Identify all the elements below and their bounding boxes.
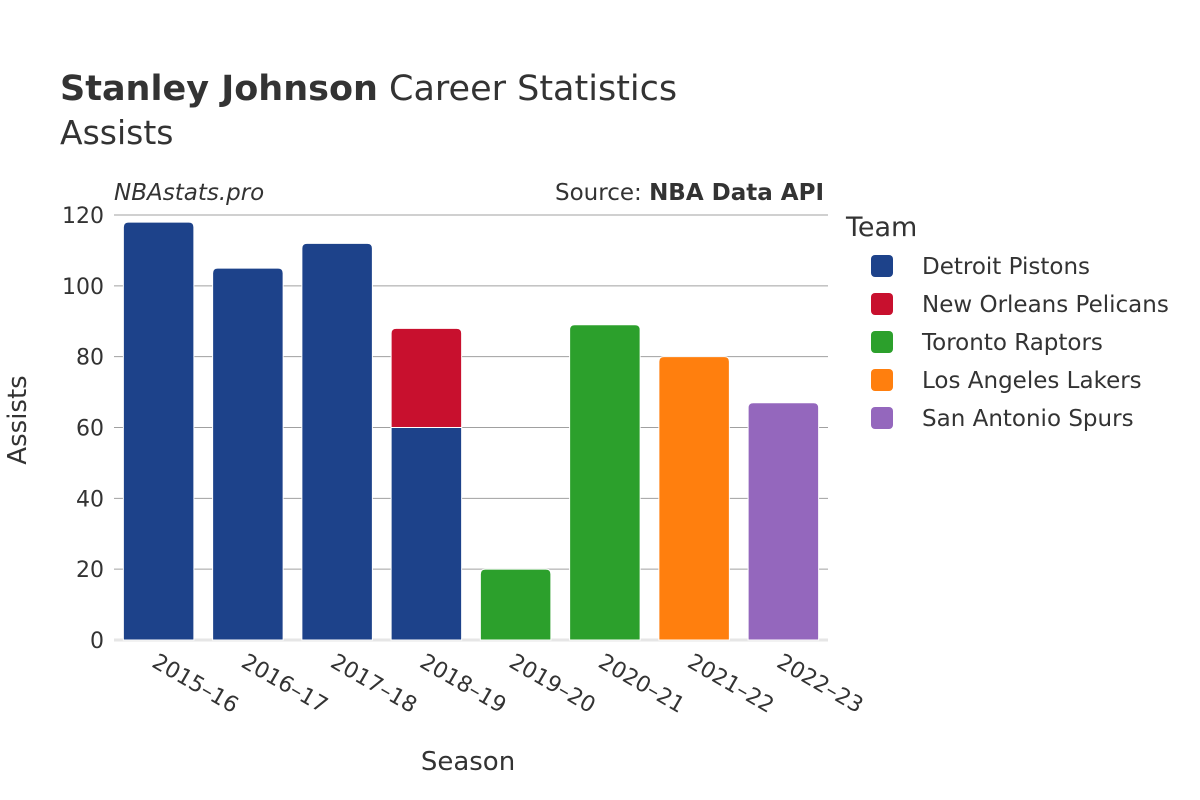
bar-2021–22 bbox=[658, 356, 730, 641]
y-tick-label: 100 bbox=[62, 275, 104, 300]
y-tick-label: 80 bbox=[76, 346, 104, 371]
y-tick-label: 0 bbox=[90, 629, 104, 654]
x-tick-label: 2019–20 bbox=[505, 650, 600, 719]
y-tick-label: 40 bbox=[76, 487, 104, 512]
source-prefix: Source: bbox=[555, 180, 649, 206]
bar-2016–17 bbox=[212, 267, 284, 641]
legend-swatch bbox=[871, 407, 893, 429]
legend-swatch bbox=[871, 255, 893, 277]
y-tick-label: 120 bbox=[62, 204, 104, 229]
legend-swatch bbox=[871, 369, 893, 391]
bars bbox=[122, 221, 820, 641]
y-tick-label: 20 bbox=[76, 558, 104, 583]
legend-label: Los Angeles Lakers bbox=[922, 368, 1142, 394]
x-tick-label: 2021–22 bbox=[683, 650, 778, 719]
x-tick-label: 2020–21 bbox=[594, 650, 689, 719]
source-name: NBA Data API bbox=[649, 180, 824, 206]
legend-label: Detroit Pistons bbox=[922, 254, 1090, 280]
x-tick-label: 2016–17 bbox=[237, 650, 332, 719]
legend-swatch bbox=[871, 331, 893, 353]
legend-label: San Antonio Spurs bbox=[922, 406, 1134, 432]
bar-2018–19 bbox=[390, 427, 463, 641]
x-tick-label: 2022–23 bbox=[772, 650, 867, 719]
bar-2018–19 bbox=[390, 327, 463, 428]
bar-2015–16 bbox=[122, 221, 195, 641]
legend-label: New Orleans Pelicans bbox=[922, 292, 1169, 318]
chart-title-rest: Career Statistics bbox=[378, 69, 677, 109]
chart-subtitle: Assists bbox=[60, 113, 173, 152]
bar-2020–21 bbox=[569, 324, 641, 641]
x-axis-title: Season bbox=[421, 747, 515, 777]
x-tick-label: 2018–19 bbox=[415, 650, 510, 719]
legend-title: Team bbox=[845, 212, 917, 243]
y-axis-title: Assists bbox=[3, 375, 33, 464]
bar-2022–23 bbox=[747, 402, 820, 641]
x-tick-label: 2017–18 bbox=[326, 650, 421, 719]
chart-title-bold: Stanley Johnson bbox=[60, 69, 378, 109]
legend-label: Toronto Raptors bbox=[921, 330, 1103, 356]
legend-swatch bbox=[871, 293, 893, 315]
source-credit: Source: NBA Data API bbox=[555, 180, 824, 206]
y-axis-ticks: 0 20 40 60 80 100 120 bbox=[62, 204, 104, 654]
bar-2017–18 bbox=[301, 242, 373, 641]
watermark: NBAstats.pro bbox=[114, 180, 264, 206]
bar-2019–20 bbox=[479, 568, 552, 641]
y-tick-label: 60 bbox=[76, 417, 104, 442]
chart-title: Stanley Johnson Career Statistics bbox=[60, 69, 677, 109]
legend: Detroit Pistons New Orleans Pelicans Toron… bbox=[871, 254, 1169, 432]
x-tick-label: 2015–16 bbox=[148, 650, 243, 719]
x-axis-ticks: 2015–162016–172017–182018–192019–202020–… bbox=[148, 650, 868, 719]
